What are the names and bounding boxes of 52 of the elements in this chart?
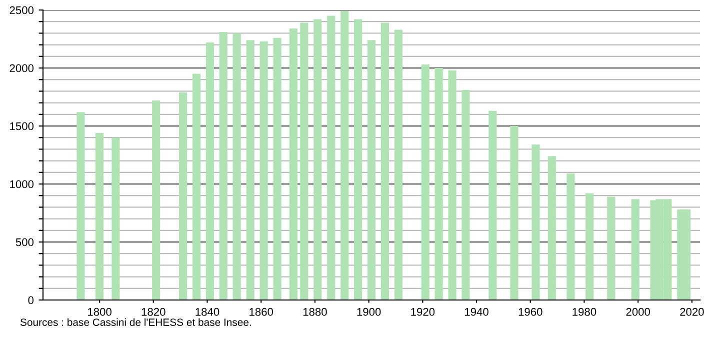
bar: [434, 68, 443, 300]
bar: [548, 156, 556, 300]
x-tick-label: 1920: [411, 308, 435, 316]
bar: [192, 74, 201, 300]
bar: [488, 110, 497, 300]
y-tick-label: 1500: [10, 122, 34, 130]
bar: [152, 100, 160, 300]
bar: [448, 70, 456, 300]
y-tick-label: 0: [28, 296, 34, 304]
x-tick-label: 2000: [626, 308, 650, 316]
bar: [112, 138, 120, 300]
bar: [246, 40, 254, 300]
bar: [586, 193, 594, 300]
y-tick-label: 1000: [10, 180, 34, 188]
bar: [510, 126, 518, 300]
x-tick-label: 2020: [680, 308, 704, 316]
bar: [260, 41, 268, 300]
x-tick-label: 1880: [303, 308, 327, 316]
bar: [462, 90, 470, 300]
x-tick-label: 1960: [518, 308, 542, 316]
bar: [532, 144, 540, 300]
x-tick-label: 1820: [142, 308, 166, 316]
source-note: Sources : base Cassini de l'EHESS et base Insee.: [20, 318, 251, 326]
bar: [289, 28, 298, 300]
bar: [421, 64, 430, 300]
y-tick-label: 2000: [10, 64, 34, 72]
x-tick-label: 1940: [465, 308, 488, 316]
x-tick-label: 1900: [357, 308, 381, 316]
bar: [566, 174, 575, 300]
bar: [607, 196, 616, 300]
bar: [340, 11, 349, 300]
x-tick-label: 1840: [196, 308, 220, 316]
y-tick-label: 2500: [10, 6, 34, 14]
bar: [96, 132, 104, 300]
y-tick-label: 500: [16, 238, 34, 246]
bar: [354, 19, 362, 300]
bar: [300, 22, 308, 300]
bar: [178, 92, 188, 300]
bar: [273, 38, 282, 300]
x-tick-label: 1860: [250, 308, 274, 316]
bar: [394, 30, 402, 300]
bar: [327, 16, 336, 300]
bar: [206, 42, 214, 300]
bar: [380, 22, 389, 300]
bar: [367, 40, 376, 300]
bar: [314, 19, 322, 300]
x-tick-label: 1980: [572, 308, 596, 316]
x-tick-label: 1800: [88, 308, 112, 316]
bar: [631, 199, 640, 300]
bar: [219, 32, 228, 300]
bar: [76, 112, 85, 300]
bar: [232, 33, 241, 300]
